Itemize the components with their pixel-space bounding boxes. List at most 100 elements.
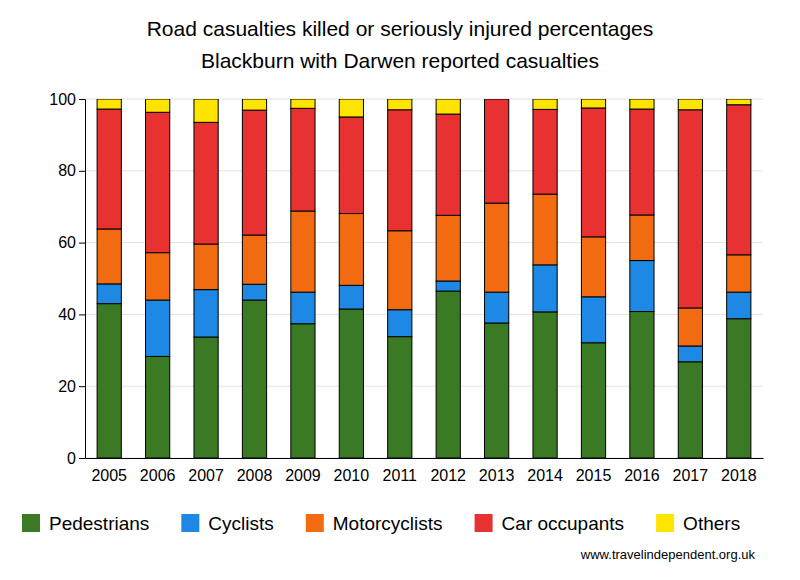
bar-segment xyxy=(388,231,412,310)
bar-segment xyxy=(630,312,654,458)
bar-segment xyxy=(436,291,460,458)
grid-line xyxy=(85,314,763,315)
bar-segment xyxy=(581,237,605,297)
bar-segment xyxy=(242,110,266,235)
x-tick: 2017 xyxy=(673,458,709,484)
bar-segment xyxy=(242,284,266,300)
bar-segment xyxy=(388,110,412,231)
y-tick-label: 40 xyxy=(58,306,76,323)
bar-segment xyxy=(581,99,605,108)
bar-segment xyxy=(533,99,557,109)
legend-item: Pedestrians xyxy=(22,513,149,534)
subtitle: Blackburn with Darwen reported casualtie… xyxy=(201,49,599,72)
x-tick: 2015 xyxy=(576,458,612,484)
bar-segment xyxy=(630,261,654,312)
legend-label: Pedestrians xyxy=(49,513,149,534)
bar-segment xyxy=(97,284,121,304)
bar-segment xyxy=(388,310,412,337)
x-tick-label: 2014 xyxy=(527,467,563,484)
bar-segment xyxy=(678,362,702,458)
bar-segment xyxy=(339,99,363,117)
bar-segment xyxy=(291,211,315,292)
bar-segment xyxy=(146,300,170,356)
grid-line xyxy=(85,170,763,171)
bar-segment xyxy=(485,323,509,458)
bar-segment xyxy=(291,99,315,108)
bar-segment xyxy=(242,99,266,110)
bar-segment xyxy=(436,215,460,281)
x-tick-label: 2007 xyxy=(188,467,224,484)
bar-segment xyxy=(194,244,218,290)
x-tick: 2012 xyxy=(430,458,466,484)
series xyxy=(97,99,751,308)
bar-segment xyxy=(485,99,509,100)
bar-segment xyxy=(194,337,218,458)
bar-segment xyxy=(727,99,751,105)
bar-segment xyxy=(242,235,266,284)
x-tick: 2005 xyxy=(91,458,127,484)
y-tick: 80 xyxy=(58,162,85,179)
bar-segment xyxy=(146,112,170,252)
grid xyxy=(85,99,763,458)
x-axis-line xyxy=(86,458,764,459)
bar-segment xyxy=(339,214,363,286)
x-tick-label: 2009 xyxy=(285,467,321,484)
y-tick: 0 xyxy=(67,450,85,467)
legend-swatch xyxy=(656,514,674,532)
y-tick-mark xyxy=(79,314,85,315)
bars xyxy=(97,99,751,458)
bar-segment xyxy=(291,324,315,458)
y-tick: 60 xyxy=(58,234,85,251)
bar-segment xyxy=(194,99,218,122)
y-tick-label: 100 xyxy=(49,91,76,108)
bar-segment xyxy=(630,215,654,261)
bar-segment xyxy=(146,99,170,112)
x-tick: 2007 xyxy=(188,458,224,484)
bar-segment xyxy=(727,319,751,458)
bar-segment xyxy=(436,281,460,291)
y-tick-label: 0 xyxy=(67,450,76,467)
y-tick-mark xyxy=(79,458,85,459)
bar-segment xyxy=(533,194,557,265)
y-tick-label: 60 xyxy=(58,234,76,251)
x-axis: 2005200620072008200920102011201220132014… xyxy=(86,458,764,484)
bar-segment xyxy=(388,337,412,458)
bar-segment xyxy=(727,105,751,255)
bar-segment xyxy=(339,309,363,458)
bar-segment xyxy=(630,109,654,215)
bar-segment xyxy=(485,292,509,323)
x-tick-label: 2005 xyxy=(91,467,127,484)
x-tick: 2018 xyxy=(721,458,757,484)
bar-segment xyxy=(485,99,509,203)
x-tick-label: 2008 xyxy=(237,467,273,484)
bar-segment xyxy=(97,229,121,284)
bar-segment xyxy=(97,99,121,109)
bar-segment xyxy=(533,109,557,194)
bar-segment xyxy=(242,300,266,458)
grid-line xyxy=(85,386,763,387)
legend-label: Others xyxy=(683,513,740,534)
bar-segment xyxy=(194,290,218,337)
y-axis: 020406080100 xyxy=(49,91,85,467)
bar-segment xyxy=(581,297,605,343)
y-tick: 100 xyxy=(49,91,85,108)
bar-segment xyxy=(339,117,363,214)
legend-label: Motorcyclists xyxy=(333,513,443,534)
bar-segment xyxy=(678,110,702,308)
x-tick-label: 2010 xyxy=(334,467,370,484)
x-tick: 2014 xyxy=(527,458,563,484)
plot: 0204060801002005200620072008200920102011… xyxy=(49,91,763,485)
legend-swatch xyxy=(475,514,493,532)
bar-segment xyxy=(533,265,557,312)
bar-segment xyxy=(97,304,121,458)
bar-segment xyxy=(291,292,315,324)
bar-segment xyxy=(97,109,121,229)
bar-segment xyxy=(581,108,605,237)
x-tick-label: 2011 xyxy=(383,467,418,484)
bar-segment xyxy=(436,99,460,114)
bar-segment xyxy=(533,312,557,458)
bar-segment xyxy=(146,356,170,458)
bar-segment xyxy=(727,292,751,319)
x-tick: 2011 xyxy=(383,458,418,484)
legend-swatch xyxy=(22,514,40,532)
